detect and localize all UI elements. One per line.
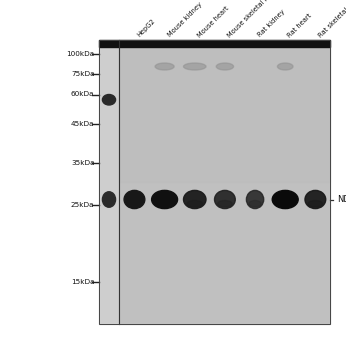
Ellipse shape [155, 63, 174, 70]
Text: 25kDa: 25kDa [71, 202, 94, 208]
Text: Mouse heart: Mouse heart [197, 5, 230, 38]
Ellipse shape [152, 190, 177, 209]
Ellipse shape [249, 201, 261, 207]
Ellipse shape [272, 190, 298, 209]
Ellipse shape [215, 190, 235, 209]
Text: Rat kidney: Rat kidney [257, 9, 286, 38]
Ellipse shape [155, 201, 174, 207]
Text: Mouse kidney: Mouse kidney [166, 2, 203, 38]
Bar [119, 40, 330, 324]
Text: Rat heart: Rat heart [287, 12, 313, 38]
Text: 15kDa: 15kDa [71, 279, 94, 285]
Text: Rat skeletal muscle: Rat skeletal muscle [317, 0, 346, 38]
Ellipse shape [216, 63, 234, 70]
Text: Mouse skeletal muscle: Mouse skeletal muscle [227, 0, 284, 38]
Text: 100kDa: 100kDa [66, 51, 94, 57]
Text: NDUFS3: NDUFS3 [337, 195, 346, 204]
Ellipse shape [183, 63, 206, 70]
Bar [99, 40, 330, 47]
Ellipse shape [183, 190, 206, 209]
Ellipse shape [127, 201, 142, 207]
Ellipse shape [305, 190, 326, 209]
Ellipse shape [102, 94, 116, 105]
Ellipse shape [124, 190, 145, 209]
Text: 35kDa: 35kDa [71, 160, 94, 166]
Ellipse shape [246, 190, 264, 209]
Ellipse shape [276, 201, 294, 207]
Text: HepG2: HepG2 [136, 18, 156, 38]
Text: 75kDa: 75kDa [71, 70, 94, 77]
Bar [119, 40, 330, 182]
Ellipse shape [218, 201, 232, 207]
Bar [99, 40, 330, 324]
Ellipse shape [277, 63, 293, 70]
Ellipse shape [308, 201, 322, 207]
Text: 60kDa: 60kDa [71, 91, 94, 98]
Ellipse shape [187, 201, 203, 207]
Text: 45kDa: 45kDa [71, 121, 94, 127]
Ellipse shape [102, 192, 116, 207]
Bar [99, 40, 119, 324]
